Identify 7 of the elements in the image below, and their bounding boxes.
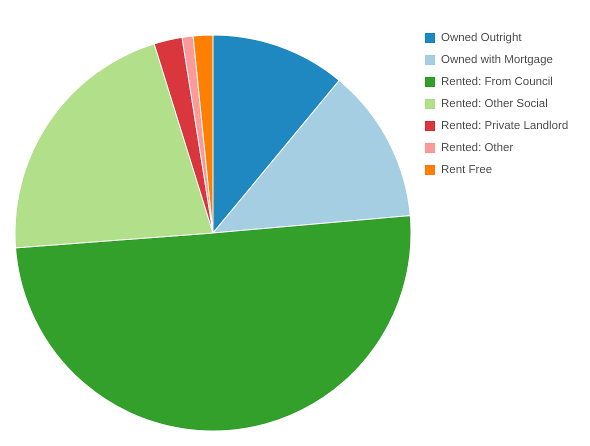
legend-label: Rent Free <box>441 164 492 176</box>
legend-label: Rented: Other <box>441 142 514 154</box>
legend-label: Owned Outright <box>441 32 522 44</box>
legend-label: Rented: Private Landlord <box>441 120 568 132</box>
legend-label: Rented: From Council <box>441 76 553 88</box>
legend-label: Rented: Other Social <box>441 98 548 110</box>
legend-label: Owned with Mortgage <box>441 54 553 66</box>
